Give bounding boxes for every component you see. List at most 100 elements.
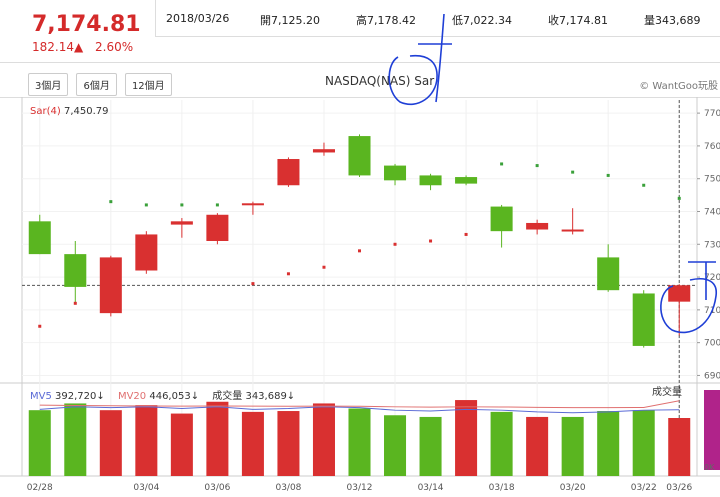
candle-body [668,285,691,302]
volume-bar [668,418,691,476]
y-tick-label: 760 [704,142,720,152]
volume-label: 成交量 [212,391,243,402]
x-tick-label: 03/26 [666,483,692,493]
volume-bar [490,411,513,476]
sar-dot [571,170,575,174]
candle-body [384,165,407,181]
candle-body [135,234,158,271]
volume-bar [419,416,442,476]
sar-dot [38,324,42,328]
annotation-circle-2 [660,278,717,334]
quote-row: 2018/03/26 開7,125.20 高7,178.42 低7,022.34… [155,0,720,37]
quote-volume: 量343,689 [644,14,701,27]
candle-body [348,136,371,176]
volume-bar [526,416,549,476]
x-tick-label: 03/04 [133,483,159,493]
sar-legend-value: 7,450.79 [63,106,109,117]
volume-bar [99,410,122,476]
x-tick-label: 03/22 [631,483,657,493]
candle-body [597,257,620,291]
sar-dot [286,272,290,276]
candle-body [64,254,87,287]
tab-6-months[interactable]: 6個月 [76,73,117,96]
candle-body [561,229,584,232]
y-tick-label: 770 [704,109,720,119]
volume-bar [348,408,371,476]
tab-3-months[interactable]: 3個月 [28,73,69,96]
sar-dot [606,173,610,177]
volume-bar [135,405,158,476]
volume-bar [312,403,335,476]
volume-bar [597,411,620,476]
y-tick-label: 720 [704,273,720,283]
x-tick-label: 03/14 [418,483,444,493]
quote-low: 低7,022.34 [452,14,512,27]
annotation-circle [388,54,438,105]
sar-dot [144,203,148,207]
volume-bar [206,401,229,476]
annotation-stroke [435,13,445,103]
candle-body [526,222,549,230]
x-tick-label: 03/20 [560,483,586,493]
candle-body [312,149,335,153]
chart-title: NASDAQ(NAS) Sar [325,74,435,88]
last-price: 7,174.81 [32,12,141,37]
tab-12-months[interactable]: 12個月 [124,73,172,96]
y-tick-label: 750 [704,175,720,185]
mv5-line [39,406,680,414]
y-tick-label: 740 [704,207,720,217]
candle-body [277,159,300,186]
sar-legend-label: Sar(4) [30,106,61,117]
volume-bar [561,416,584,476]
mv20-label: MV20 [117,391,147,402]
sar-dot [322,265,326,269]
y-tick-label: 690 [704,371,720,381]
volume-legend: MV5 392,720↓ MV20 446,053↓ 成交量 343,689↓ [30,387,295,402]
change-value: 182.14▲ [32,40,84,54]
x-tick-label: 02/28 [27,483,53,493]
candle-body [241,203,264,206]
sar-dot [73,301,77,305]
price-change: 182.14▲ 2.60% [32,40,141,54]
change-percent: 2.60% [95,40,134,54]
sar-dot [642,183,646,187]
volume-bar [632,410,655,476]
volume-bar [277,411,300,476]
mv20-value: 446,053↓ [149,391,200,402]
x-tick-label: 03/08 [275,483,301,493]
candle-body [455,177,478,184]
quote-open: 開7,125.20 [260,14,320,27]
y-tick-label: 730 [704,240,720,250]
volume-bar [455,400,478,476]
sar-dot [358,249,361,253]
quote-header: 7,174.81 182.14▲ 2.60% 2018/03/26 開7,125… [0,0,720,63]
sar-legend: Sar(4) 7,450.79 [30,106,108,117]
x-tick-label: 03/18 [489,483,515,493]
quote-close: 收7,174.81 [548,14,608,27]
candle-body [99,257,122,314]
volume-axis-label: 成交量 [652,387,682,398]
range-tabs: 3個月 6個月 12個月 [28,73,175,96]
volume-bar [64,403,87,476]
sar-dot [180,203,184,207]
quote-high: 高7,178.42 [356,14,416,27]
sar-dot [677,196,681,200]
volume-bar [170,413,193,476]
sar-dot [109,200,113,204]
candle-body [419,175,442,186]
volume-bar [241,411,264,476]
candle-body [206,214,229,241]
site-credit: © WantGoo玩股 [639,81,718,92]
candle-body [28,221,51,255]
candle-body [490,206,513,232]
x-tick-label: 03/06 [204,483,230,493]
volume-scale-marker [704,390,720,470]
sar-dot [429,239,433,243]
sar-dot [535,164,539,168]
mv5-label: MV5 [30,391,52,402]
quote-date: 2018/03/26 [166,12,230,25]
volume-value: 343,689↓ [245,391,296,402]
y-tick-label: 700 [704,339,720,349]
mv5-value: 392,720↓ [55,391,105,402]
